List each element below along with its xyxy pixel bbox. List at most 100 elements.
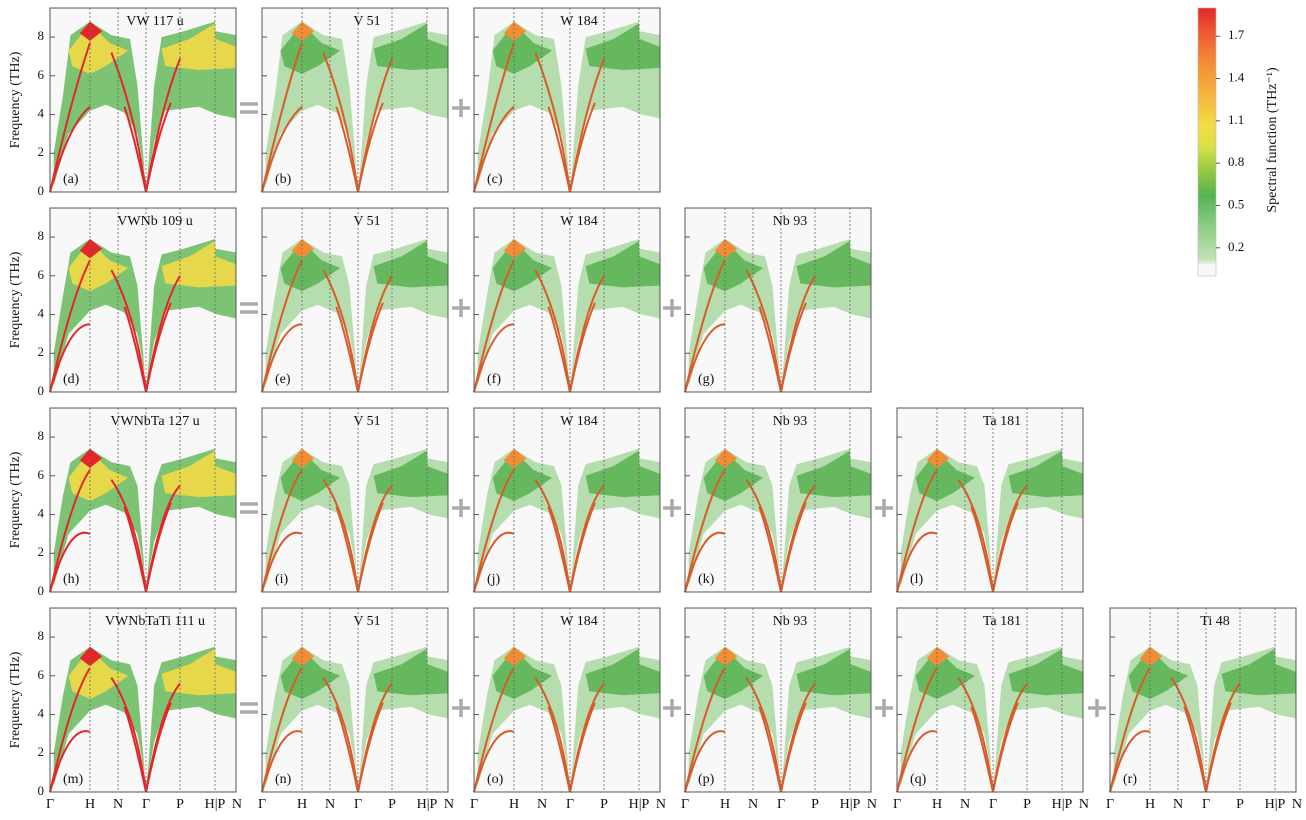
panel: V 51 (i)	[261, 407, 449, 593]
spectral-band	[714, 646, 738, 667]
panel: 0 2 4 6 8 VWNbTaTi 111 u (m)	[38, 607, 237, 798]
acoustic-branch	[144, 57, 182, 193]
acoustic-branch	[356, 275, 394, 393]
panel-label: (b)	[275, 172, 292, 187]
x-tick-label: P	[1023, 797, 1031, 812]
spectral-band	[280, 450, 341, 501]
panel: V 51 (n)	[261, 607, 449, 793]
panel: Ta 181 (l)	[896, 407, 1084, 593]
acoustic-branch	[110, 677, 147, 793]
acoustic-branch	[568, 484, 605, 593]
x-tick-label: H	[85, 797, 95, 812]
acoustic-branch	[957, 677, 994, 793]
x-tick-label: H	[1145, 797, 1155, 812]
x-tick-label: Γ	[46, 797, 54, 812]
acoustic-branch	[684, 667, 726, 793]
spectral-band	[1139, 646, 1163, 667]
acoustic-branch	[534, 52, 571, 193]
panel-frame	[684, 407, 872, 593]
acoustic-branch	[144, 484, 181, 593]
panel-title: VWNbTaTi 111 u	[105, 614, 205, 629]
acoustic-branch	[261, 42, 303, 193]
panel-label: (f)	[487, 372, 501, 387]
acoustic-branch	[144, 682, 181, 793]
acoustic-branch	[110, 269, 147, 393]
x-tick-label: P	[600, 797, 608, 812]
y-tick-label: 4	[38, 306, 45, 321]
panel-frame	[261, 607, 449, 793]
panel-title: V 51	[353, 614, 380, 629]
acoustic-branch	[991, 682, 1028, 793]
spectral-band	[796, 240, 871, 288]
spectral-band	[68, 240, 129, 292]
panel-frame	[896, 607, 1084, 793]
panel-label: (q)	[910, 772, 927, 787]
x-tick-label: P	[1236, 797, 1244, 812]
x-tick-label: H|P	[205, 797, 226, 812]
spectral-band	[926, 646, 950, 667]
panel: 0 2 4 6 8 VWNb 109 u (d)	[38, 207, 237, 398]
y-tick-label: 0	[38, 183, 45, 198]
y-tick-label: 8	[38, 28, 45, 43]
spectral-band	[291, 21, 315, 41]
x-tick-label: Γ	[354, 797, 362, 812]
y-tick-label: 2	[38, 344, 45, 359]
colorbar-tick-label: 1.7	[1228, 27, 1245, 42]
panel-title: V 51	[353, 414, 380, 429]
panel-title: Nb 93	[773, 614, 808, 629]
panel-title: Ta 181	[983, 614, 1021, 629]
panel-frame	[896, 407, 1084, 593]
panel-label: (j)	[487, 572, 501, 587]
panel-frame	[261, 7, 449, 193]
panel-label: (i)	[275, 572, 289, 587]
panel: W 184 (j)	[473, 407, 661, 593]
acoustic-branch	[356, 484, 393, 593]
spectral-band	[79, 239, 103, 259]
acoustic-branch	[745, 269, 782, 393]
x-tick-label: Γ	[777, 797, 785, 812]
acoustic-branch	[322, 479, 359, 593]
spectral-band	[703, 240, 764, 292]
x-tick-label: Γ	[142, 797, 150, 812]
panel-title: V 51	[353, 14, 380, 29]
panel-title: Nb 93	[773, 214, 808, 229]
acoustic-branch	[1204, 682, 1241, 793]
panel: Nb 93 (k)	[684, 407, 872, 593]
acoustic-branch	[322, 677, 359, 793]
spectral-band	[373, 240, 448, 288]
acoustic-branch	[49, 469, 91, 593]
panel: W 184 (o)	[473, 607, 661, 793]
y-axis-label: Frequency (THz)	[8, 451, 23, 548]
y-tick-label: 2	[38, 744, 45, 759]
panel-label: (e)	[275, 372, 291, 387]
panel-frame	[473, 607, 661, 793]
panel-label: (m)	[63, 772, 84, 787]
acoustic-branch	[473, 42, 515, 193]
spectral-band	[291, 239, 315, 259]
spectral-band	[926, 448, 950, 468]
x-tick-label: Γ	[1106, 797, 1114, 812]
acoustic-branch	[473, 259, 515, 393]
y-axis-label: Frequency (THz)	[8, 651, 23, 748]
spectral-band	[503, 21, 527, 41]
panel-frame	[473, 407, 661, 593]
panel-title: W 184	[560, 414, 597, 429]
x-tick-label: N	[867, 797, 877, 812]
y-tick-label: 4	[38, 506, 45, 521]
spectral-band	[503, 448, 527, 468]
x-tick-label: P	[176, 797, 184, 812]
acoustic-branch	[534, 269, 571, 393]
panel: 0 2 4 6 8 VW 117 u (a)	[38, 7, 237, 198]
y-tick-label: 4	[38, 106, 45, 121]
panel-label: (n)	[275, 772, 292, 787]
acoustic-branch	[261, 259, 303, 393]
panel: 0 2 4 6 8 VWNbTa 127 u (h)	[38, 407, 237, 598]
acoustic-branch	[991, 484, 1028, 593]
acoustic-branch	[568, 57, 606, 193]
panel-frame	[49, 607, 237, 793]
spectral-band	[492, 240, 553, 292]
x-tick-label: N	[1173, 797, 1183, 812]
acoustic-branch	[473, 469, 515, 593]
panel: V 51 (e)	[261, 207, 449, 393]
